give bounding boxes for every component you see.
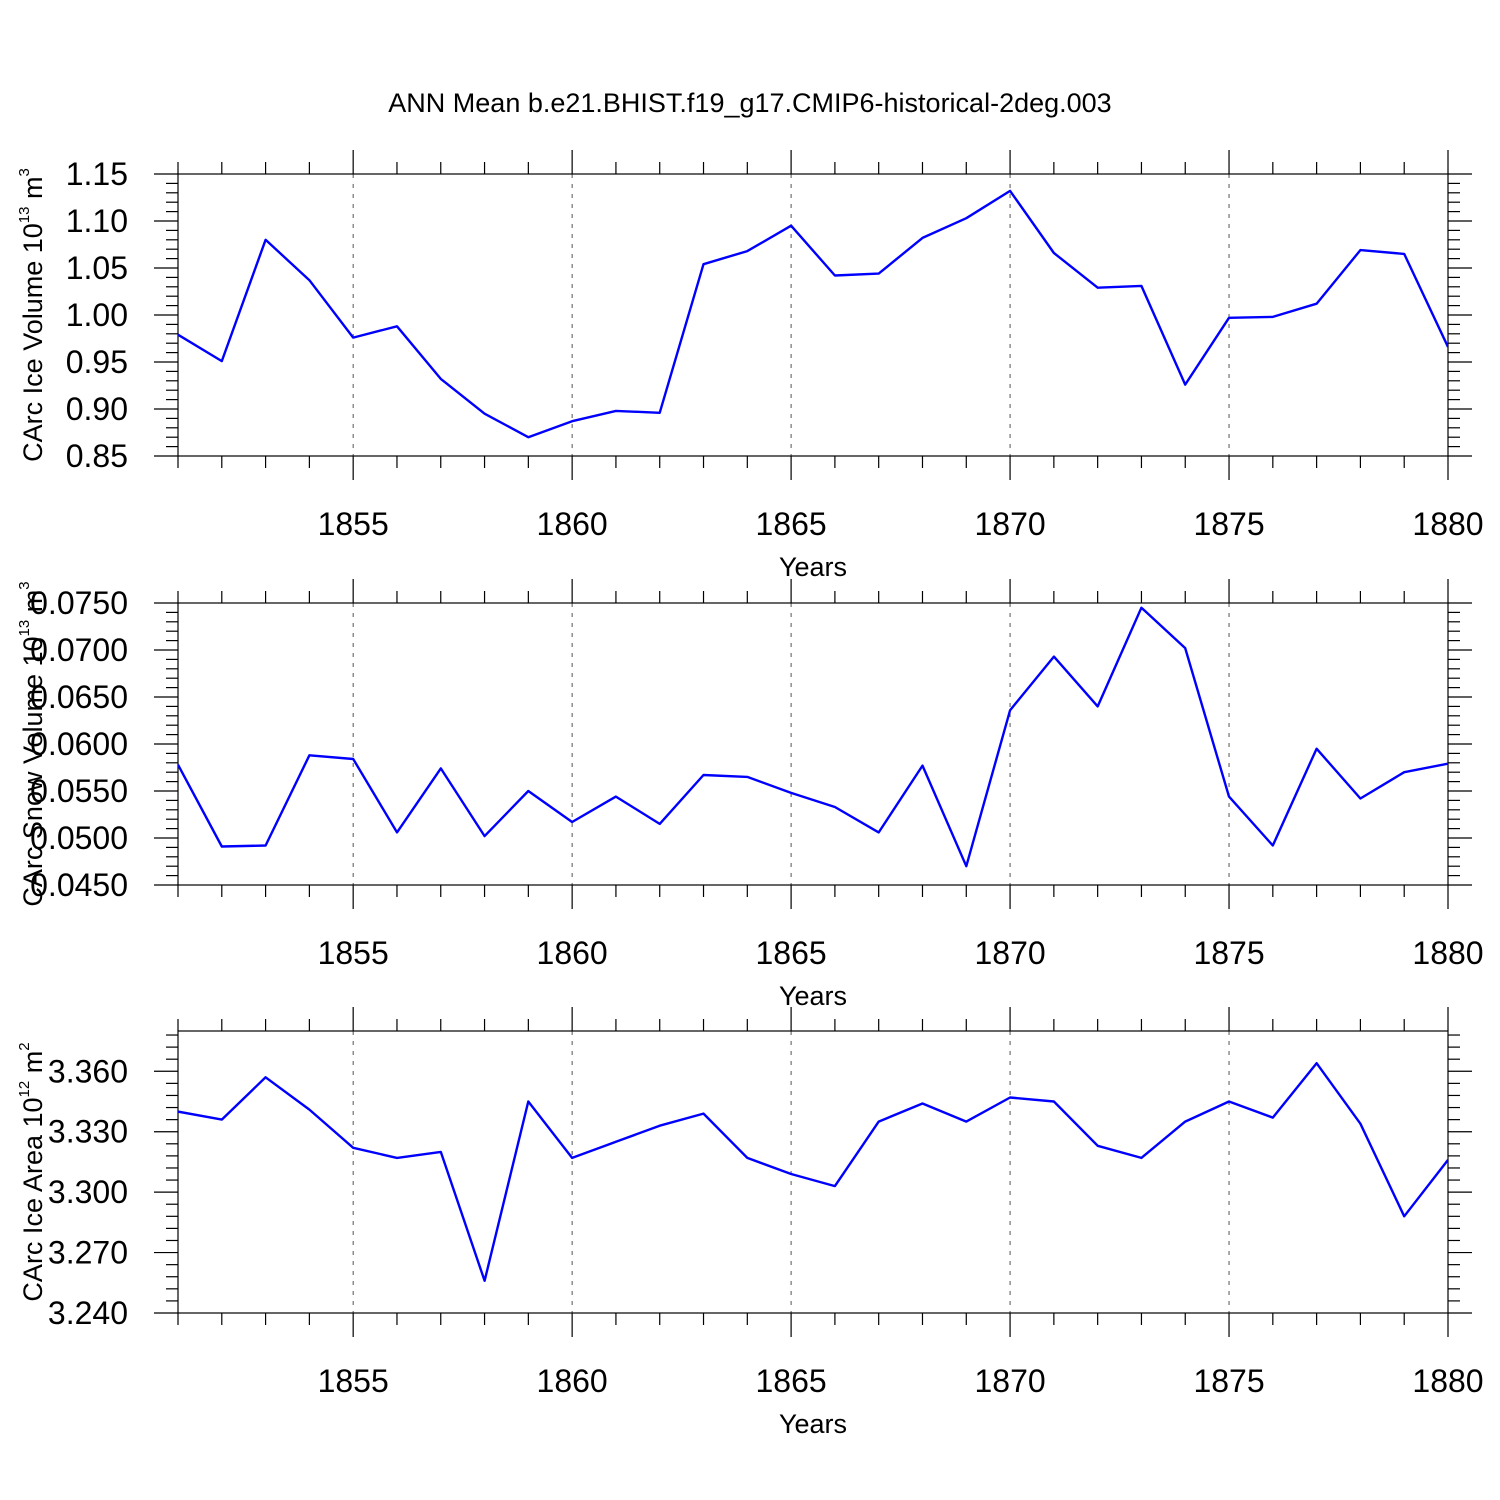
y-tick-label: 3.300 — [48, 1174, 128, 1210]
plot-frame — [177, 173, 1449, 457]
y-axis-label: CArc Ice Area 1012 m2 — [16, 1042, 48, 1301]
y-tick-label: 0.95 — [66, 344, 128, 380]
x-axis-label: Years — [779, 552, 847, 582]
x-tick-label: 1855 — [318, 1363, 389, 1399]
y-tick-label: 0.0550 — [30, 773, 128, 809]
x-tick-label: 1860 — [537, 1363, 608, 1399]
y-axis-label: CArc Ice Volume 1013 m3 — [16, 168, 48, 462]
y-tick-label: 3.240 — [48, 1295, 128, 1331]
series-line — [178, 189, 1448, 439]
x-tick-label: 1855 — [318, 506, 389, 542]
panel-3: 1855 1860 1865 1870 1875 1880 3.240 3.270 3.300 3… — [16, 1007, 1484, 1439]
x-tick-label: 1875 — [1193, 1363, 1264, 1399]
y-tick-label: 0.0650 — [30, 679, 128, 715]
y-tick-label: 1.15 — [66, 156, 128, 192]
x-tick-label: 1865 — [756, 1363, 827, 1399]
y-tick-label: 3.330 — [48, 1114, 128, 1150]
x-tick-label: 1860 — [537, 506, 608, 542]
y-tick-label: 0.0500 — [30, 820, 128, 856]
y-tick-label: 1.00 — [66, 297, 128, 333]
x-tick-label: 1870 — [974, 506, 1045, 542]
x-tick-label: 1880 — [1412, 1363, 1483, 1399]
y-tick-label: 0.0600 — [30, 726, 128, 762]
x-tick-label: 1870 — [974, 935, 1045, 971]
panel-1: 1855 1860 1865 1870 1875 1880 0.85 0.90 0.95 1.00… — [16, 150, 1484, 582]
x-tick-label: 1860 — [537, 935, 608, 971]
y-tick-label: 0.85 — [66, 438, 128, 474]
series-line — [178, 606, 1448, 868]
y-axis-label: CArc Snow Volume 1013 m3 — [16, 581, 48, 906]
y-tick-label: 3.360 — [48, 1053, 128, 1089]
x-tick-label: 1880 — [1412, 935, 1483, 971]
y-tick-label: 1.10 — [66, 203, 128, 239]
figure-title: ANN Mean b.e21.BHIST.f19_g17.CMIP6-histo… — [388, 88, 1111, 118]
x-axis-label: Years — [779, 981, 847, 1011]
y-tick-label: 0.0450 — [30, 867, 128, 903]
x-tick-label: 1880 — [1412, 506, 1483, 542]
y-tick-label: 3.270 — [48, 1235, 128, 1271]
series-line — [178, 1061, 1448, 1283]
y-tick-label: 1.05 — [66, 250, 128, 286]
panels: 1855 1860 1865 1870 1875 1880 0.85 0.90 0.95 1.00… — [16, 150, 1484, 1439]
y-tick-label: 0.0750 — [30, 585, 128, 621]
plot-frame — [177, 602, 1449, 886]
y-tick-label: 0.90 — [66, 391, 128, 427]
panel-2: 1855 1860 1865 1870 1875 1880 0.0450 0.0500 0.05… — [16, 579, 1484, 1011]
x-tick-label: 1855 — [318, 935, 389, 971]
x-tick-label: 1875 — [1193, 506, 1264, 542]
y-tick-label: 0.0700 — [30, 632, 128, 668]
plot-frame — [177, 1030, 1449, 1314]
x-tick-label: 1870 — [974, 1363, 1045, 1399]
x-tick-label: 1875 — [1193, 935, 1264, 971]
x-tick-label: 1865 — [756, 506, 827, 542]
x-tick-label: 1865 — [756, 935, 827, 971]
x-axis-label: Years — [779, 1409, 847, 1439]
